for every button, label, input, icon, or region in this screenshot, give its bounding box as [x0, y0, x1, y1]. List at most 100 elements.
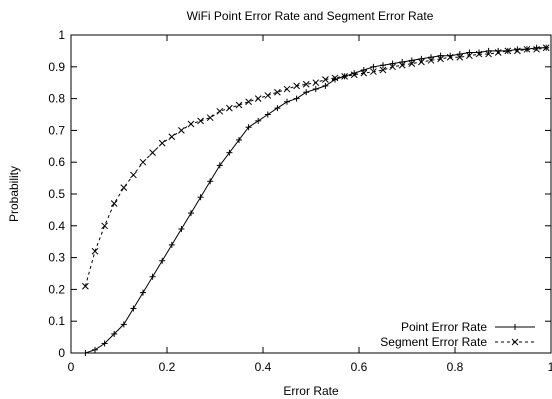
plus-marker — [140, 289, 146, 296]
y-tick-label: 0.7 — [48, 123, 65, 137]
cross-marker — [110, 200, 118, 207]
x-tick-label: 0.6 — [351, 360, 368, 374]
cross-marker — [511, 338, 519, 346]
plus-marker — [149, 273, 156, 280]
plus-marker — [408, 57, 415, 64]
cross-marker — [418, 58, 425, 66]
cross-marker — [466, 52, 473, 60]
plus-marker — [428, 54, 434, 61]
cross-marker — [456, 53, 464, 61]
y-tick-label: 0.3 — [48, 251, 65, 265]
plus-marker — [101, 340, 108, 347]
plus-marker — [380, 62, 386, 69]
y-tick-label: 0.8 — [48, 92, 65, 106]
cross-marker — [245, 98, 252, 106]
y-tick-label: 0 — [58, 346, 65, 360]
cross-marker — [120, 184, 128, 191]
x-tick-label: 0.8 — [447, 360, 464, 374]
plus-marker — [512, 324, 518, 330]
cross-marker — [446, 53, 454, 61]
plus-marker — [274, 105, 281, 112]
plus-marker — [485, 47, 492, 54]
plot-frame — [70, 34, 552, 354]
cross-marker — [283, 85, 291, 93]
cross-marker — [197, 117, 204, 125]
x-tick-label: 0 — [68, 360, 75, 374]
cross-marker — [206, 114, 214, 122]
cross-marker — [427, 57, 435, 64]
plus-marker — [245, 124, 252, 131]
plus-marker — [111, 330, 118, 337]
cross-marker — [226, 104, 233, 112]
plus-marker — [159, 257, 166, 264]
cross-marker — [475, 50, 483, 58]
cross-marker — [139, 158, 147, 166]
plus-marker — [178, 225, 185, 232]
plus-marker — [437, 52, 444, 59]
cross-marker — [542, 44, 550, 52]
cross-marker — [274, 88, 281, 96]
cross-marker — [178, 127, 185, 134]
plus-marker — [236, 136, 242, 143]
plus-marker — [207, 178, 214, 185]
series-layer — [82, 44, 550, 356]
cross-marker — [312, 79, 320, 87]
plus-marker — [255, 117, 262, 124]
cross-marker — [514, 47, 521, 55]
cross-marker — [341, 72, 348, 80]
chart-title: WiFi Point Error Rate and Segment Error … — [187, 9, 434, 23]
plus-marker — [216, 162, 223, 169]
plus-marker — [399, 59, 406, 66]
cross-marker — [264, 92, 272, 99]
cross-marker — [389, 63, 396, 71]
y-tick-label: 0.4 — [48, 219, 65, 233]
x-tick-label: 0.4 — [255, 360, 272, 374]
y-tick-label: 0.5 — [48, 187, 65, 201]
cross-marker — [216, 107, 224, 115]
plus-marker — [264, 111, 271, 118]
cross-marker — [187, 120, 195, 128]
y-tick-label: 1 — [58, 28, 65, 42]
cross-marker — [494, 49, 502, 56]
plus-marker — [197, 194, 204, 201]
plus-marker — [360, 66, 367, 73]
plus-marker — [120, 321, 127, 328]
cross-marker — [293, 82, 300, 90]
series-segment-error-rate — [82, 44, 550, 290]
cross-marker — [91, 247, 99, 255]
cross-marker — [408, 60, 416, 67]
plus-marker — [418, 55, 425, 62]
axis-ticks: 0 0.1 0.2 0.3 0.4 0.5 0.6 0.7 0.8 0.9 1 0 0.2 0.4 0.6 0… — [48, 28, 552, 374]
plus-marker — [389, 60, 396, 67]
plus-marker — [466, 49, 473, 56]
plus-marker — [82, 350, 89, 356]
y-tick-label: 0.2 — [48, 282, 65, 296]
legend-label: Segment Error Rate — [380, 335, 487, 349]
cross-marker — [504, 47, 512, 55]
plus-marker — [168, 241, 175, 248]
cross-marker — [101, 222, 108, 230]
cross-marker — [302, 80, 310, 88]
series-point-error-rate — [82, 44, 550, 356]
cross-marker — [130, 171, 137, 179]
plus-marker — [312, 86, 319, 93]
cross-marker — [370, 68, 377, 75]
cross-marker — [485, 50, 492, 58]
y-tick-label: 0.6 — [48, 155, 65, 169]
plus-marker — [130, 305, 137, 312]
y-tick-label: 0.1 — [48, 314, 65, 328]
cross-marker — [398, 61, 406, 69]
plus-marker — [188, 210, 194, 217]
cross-marker — [168, 133, 176, 141]
cross-marker — [379, 66, 387, 74]
cross-marker — [82, 282, 89, 290]
legend-label: Point Error Rate — [401, 320, 487, 334]
plus-marker — [456, 51, 463, 58]
cross-marker — [350, 71, 358, 79]
cross-marker — [331, 74, 339, 82]
cross-marker — [235, 101, 243, 109]
cross-marker — [254, 95, 262, 102]
cross-marker — [523, 45, 531, 53]
